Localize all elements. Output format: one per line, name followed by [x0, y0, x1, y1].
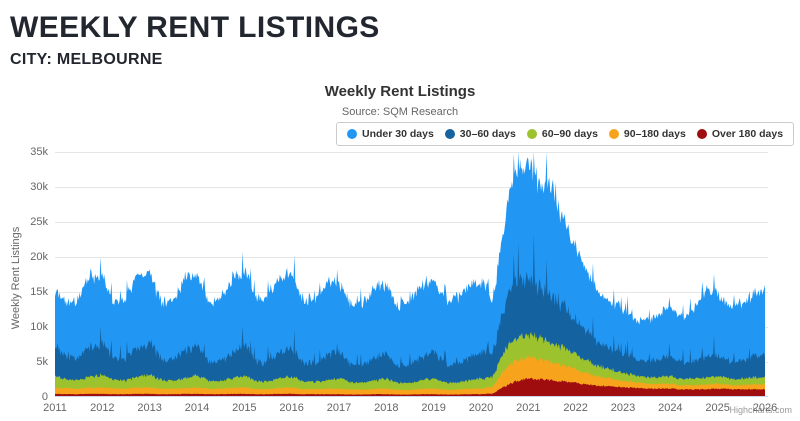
legend: Under 30 days 30–60 days 60–90 days 90–180 … [336, 122, 795, 146]
legend-item-1[interactable]: Under 30 days [347, 128, 434, 140]
legend-label: Under 30 days [362, 128, 434, 140]
x-axis-tick-label: 2024 [658, 402, 683, 414]
page-title: WEEKLY RENT LISTINGS [10, 11, 380, 44]
x-axis-tick-label: 2026 [752, 402, 778, 414]
y-axis-tick-label: 30k [30, 181, 48, 193]
legend-label: 60–90 days [541, 128, 598, 140]
x-axis-tick-label: 2015 [232, 402, 257, 414]
chart-subtitle: Source: SQM Research [341, 106, 459, 118]
x-axis-tick-label: 2018 [374, 402, 399, 414]
legend-label: 30–60 days [459, 128, 516, 140]
x-axis-tick-label: 2021 [516, 402, 541, 414]
x-axis-tick-label: 2016 [279, 402, 304, 414]
y-axis-tick-label: 5k [36, 356, 48, 368]
x-axis-tick-label: 2022 [563, 402, 588, 414]
legend-marker-icon [526, 129, 537, 139]
legend-item-3[interactable]: 60–90 days [526, 128, 598, 140]
y-axis-tick-label: 20k [30, 251, 48, 263]
x-axis-tick-label: 2013 [137, 402, 162, 414]
x-axis-tick-label: 2023 [610, 402, 636, 414]
y-axis-title: Weekly Rent Listings [10, 226, 22, 330]
legend-item-2[interactable]: 30–60 days [444, 128, 516, 140]
legend-label: 90–180 days [623, 128, 686, 140]
y-axis-tick-label: 0 [41, 391, 48, 403]
legend-item-4[interactable]: 90–180 days [608, 128, 686, 140]
y-axis-tick-label: 35k [30, 146, 48, 158]
y-axis-tick-label: 25k [30, 216, 48, 228]
legend-marker-icon [608, 129, 619, 139]
x-axis-tick-label: 2012 [90, 402, 115, 414]
page-subtitle: CITY: MELBOURNE [10, 50, 163, 68]
y-axis-tick-label: 10k [30, 321, 48, 333]
legend-marker-icon [696, 129, 707, 139]
legend-marker-icon [347, 129, 357, 139]
x-axis-tick-label: 2017 [326, 402, 352, 414]
highcharts-credits-link[interactable]: Highcharts.com [729, 405, 792, 415]
legend-marker-icon [444, 129, 455, 139]
legend-item-5[interactable]: Over 180 days [696, 128, 784, 140]
plot-area-canvas[interactable] [55, 152, 768, 397]
page-header: WEEKLY RENT LISTINGS CITY: MELBOURNE [10, 12, 380, 69]
legend-label: Over 180 days [711, 128, 784, 140]
x-axis-tick-label: 2025 [705, 402, 730, 414]
y-axis-tick-label: 15k [30, 286, 48, 298]
chart-title: Weekly Rent Listings [324, 83, 476, 100]
x-axis-tick-label: 2011 [43, 402, 67, 414]
x-axis-tick-label: 2019 [421, 402, 446, 414]
x-axis-tick-label: 2014 [184, 402, 210, 414]
x-axis-tick-label: 2020 [468, 402, 494, 414]
